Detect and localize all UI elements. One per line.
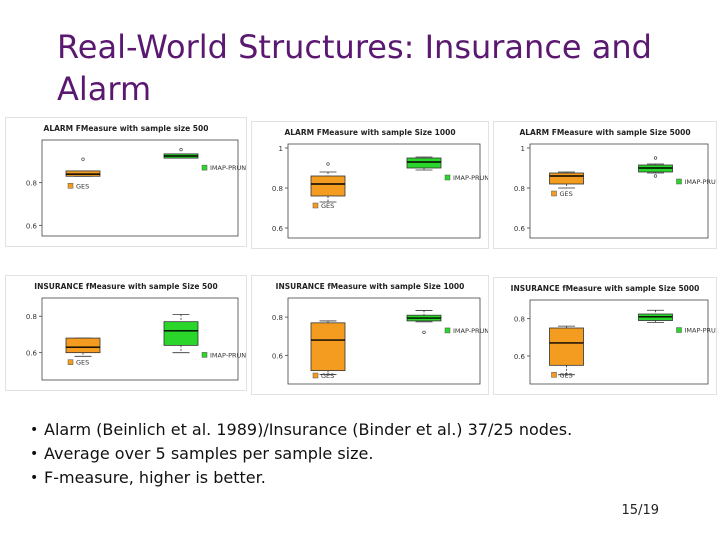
y-tick-label: 0.6 [26, 350, 38, 358]
plot-frame [41, 139, 239, 237]
bullet-item: • Alarm (Beinlich et al. 1989)/Insurance … [30, 418, 710, 442]
bullet-text: Average over 5 samples per sample size. [44, 444, 374, 463]
legend-swatch [551, 372, 557, 378]
box-body [163, 321, 199, 346]
box-ges: GES [310, 320, 346, 380]
box-body [310, 175, 346, 197]
y-tick-label: 0.6 [26, 222, 38, 230]
chart-panel-insurance-500: INSURANCE fMeasure with sample Size 500 0… [6, 276, 246, 390]
legend-swatch [201, 164, 208, 171]
chart-insurance-5000: INSURANCE fMeasure with sample Size 5000… [511, 284, 717, 385]
chart-insurance-500: INSURANCE fMeasure with sample Size 500 0… [26, 282, 246, 381]
box-imap-pruned: IMAP-PRUNED [163, 148, 246, 172]
chart-title: INSURANCE fMeasure with sample Size 500 [34, 282, 217, 291]
series-label: GES [76, 359, 89, 367]
legend-swatch [676, 178, 682, 185]
plot-frame [529, 143, 709, 239]
y-tick-label: 0.6 [272, 225, 284, 233]
legend-swatch [312, 202, 319, 209]
legend-swatch [444, 327, 451, 334]
page-number: 15/19 [621, 503, 659, 518]
box-ges: GES [65, 337, 101, 367]
box-body [406, 157, 442, 169]
plot-frame [41, 297, 239, 381]
box-body [549, 172, 584, 185]
box-body [65, 337, 101, 354]
chart-alarm-5000: ALARM FMeasure with sample Size 5000 1 0.8… [514, 128, 717, 239]
y-tick-label: 0.8 [514, 316, 525, 324]
y-tick-label: 0.8 [272, 185, 283, 193]
chart-title: ALARM FMeasure with sample size 500 [44, 124, 209, 133]
box-imap-pruned: IMAP-PRUNED [638, 309, 717, 335]
chart-panel-alarm-5000: ALARM FMeasure with sample Size 5000 1 0.8… [494, 122, 716, 248]
outlier-point [653, 174, 658, 178]
series-label: IMAP-PRUNED [685, 327, 717, 335]
series-label: GES [76, 182, 89, 190]
series-label: IMAP-PRUNED [453, 174, 488, 182]
box-imap-pruned: IMAP-PRUNED [406, 310, 488, 335]
box-ges: GES [549, 325, 584, 379]
legend-swatch [201, 352, 208, 358]
outlier-point [179, 148, 183, 152]
y-tick-label: 0.8 [514, 185, 525, 193]
y-tick-label: 0.6 [514, 353, 526, 361]
y-tick-label: 0.8 [272, 314, 283, 322]
legend-swatch [312, 372, 319, 379]
series-label: GES [321, 202, 334, 210]
chart-title: INSURANCE fMeasure with sample Size 1000 [276, 282, 465, 291]
box-ges: GES [310, 162, 346, 210]
chart-title: INSURANCE fMeasure with sample Size 5000 [511, 284, 700, 293]
y-tick-label: 0.8 [26, 180, 37, 188]
legend-swatch [444, 174, 451, 181]
chart-alarm-500: ALARM FMeasure with sample size 500 0.8 0.… [26, 124, 246, 237]
y-tick-label: 1 [279, 145, 283, 153]
legend-swatch [551, 190, 557, 197]
series-label: IMAP-PRUNED [685, 178, 717, 186]
series-label: GES [560, 190, 573, 198]
outlier-point [422, 330, 426, 335]
box-ges: GES [549, 171, 584, 198]
outlier-point [653, 156, 658, 160]
box-body [549, 327, 584, 366]
bullet-text: F-measure, higher is better. [44, 468, 266, 487]
legend-swatch [67, 359, 74, 365]
plot-frame [287, 297, 481, 385]
box-imap-pruned: IMAP-PRUNED [163, 314, 246, 359]
chart-panel-insurance-5000: INSURANCE fMeasure with sample Size 5000… [494, 278, 716, 394]
plot-frame [287, 143, 481, 239]
plot-frame [529, 299, 709, 385]
y-tick-label: 0.6 [514, 225, 526, 233]
chart-title: ALARM FMeasure with sample Size 1000 [284, 128, 455, 137]
bullet-text: Alarm (Beinlich et al. 1989)/Insurance (… [44, 420, 573, 439]
legend-swatch [676, 327, 682, 333]
y-tick-label: 0.8 [26, 313, 37, 321]
series-label: GES [321, 372, 334, 380]
bullet-dot-icon: • [30, 446, 39, 462]
legend-swatch [67, 183, 74, 189]
box-body [310, 322, 346, 372]
series-label: IMAP-PRUNED [210, 164, 246, 172]
series-label: IMAP-PRUNED [453, 327, 488, 335]
outlier-point [326, 162, 330, 166]
y-tick-label: 0.6 [272, 352, 284, 360]
bullet-dot-icon: • [30, 470, 39, 486]
bullet-list: • Alarm (Beinlich et al. 1989)/Insurance … [30, 418, 710, 490]
box-imap-pruned: IMAP-PRUNED [406, 156, 488, 182]
y-tick-label: 1 [521, 145, 525, 153]
bullet-dot-icon: • [30, 422, 39, 438]
bullet-item: • F-measure, higher is better. [30, 466, 710, 490]
slide-title: Real-World Structures: Insurance and Ala… [57, 28, 652, 108]
chart-title: ALARM FMeasure with sample Size 5000 [519, 128, 690, 137]
outlier-point [81, 157, 85, 161]
chart-panel-alarm-500: ALARM FMeasure with sample size 500 0.8 0.… [6, 118, 246, 246]
series-label: GES [560, 371, 573, 379]
box-imap-pruned: IMAP-PRUNED [638, 156, 717, 186]
chart-insurance-1000: INSURANCE fMeasure with sample Size 1000… [272, 282, 488, 385]
chart-panel-insurance-1000: INSURANCE fMeasure with sample Size 1000… [252, 276, 488, 394]
box-ges: GES [65, 157, 101, 190]
bullet-item: • Average over 5 samples per sample size. [30, 442, 710, 466]
chart-panel-alarm-1000: ALARM FMeasure with sample Size 1000 1 0.8… [252, 122, 488, 248]
series-label: IMAP-PRUNED [210, 351, 246, 359]
